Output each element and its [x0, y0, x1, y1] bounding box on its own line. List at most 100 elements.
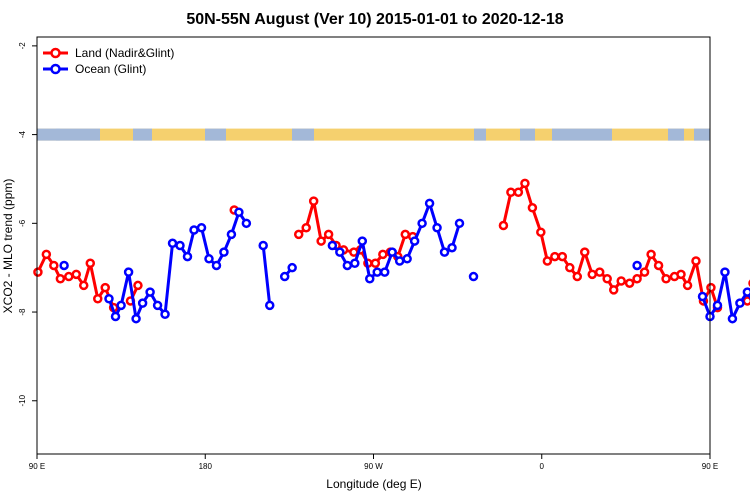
data-point-land	[308, 196, 319, 206]
data-point-ocean	[204, 254, 214, 264]
band-ocean-segment	[56, 128, 100, 141]
data-point-ocean	[287, 262, 297, 273]
data-point-ocean	[167, 238, 178, 249]
data-point-ocean	[357, 236, 368, 246]
data-point-land	[639, 267, 650, 277]
data-point-land	[370, 258, 381, 268]
x-tick-label: 90 E	[702, 462, 718, 471]
data-point-ocean	[735, 298, 745, 308]
data-point-land	[378, 249, 388, 260]
x-tick-label: 180	[199, 462, 213, 471]
data-point-ocean	[175, 240, 185, 251]
data-point-land	[316, 236, 326, 246]
data-point-land	[498, 220, 509, 231]
y-tick-label: -10	[18, 394, 27, 406]
data-point-land	[536, 227, 546, 237]
data-point-ocean	[454, 218, 465, 229]
legend-label-land: Land (Nadir&Glint)	[75, 46, 174, 60]
data-point-ocean	[59, 260, 69, 271]
data-point-ocean	[131, 313, 141, 324]
legend-swatch-land-marker	[50, 47, 61, 59]
data-point-land	[624, 278, 635, 288]
data-point-ocean	[196, 223, 207, 233]
data-point-land	[33, 267, 43, 277]
legend-label-ocean: Ocean (Glint)	[75, 62, 146, 76]
data-point-ocean	[742, 287, 750, 297]
data-point-ocean	[279, 271, 290, 282]
land-ocean-band	[37, 128, 710, 141]
data-point-land	[301, 223, 311, 233]
data-point-land	[78, 280, 89, 291]
data-point-land	[133, 280, 143, 291]
data-point-land	[661, 274, 671, 284]
data-point-ocean	[104, 293, 114, 304]
band-ocean-segment	[552, 128, 612, 141]
data-point-land	[71, 269, 82, 280]
data-point-ocean	[219, 247, 229, 257]
data-point-ocean	[258, 240, 268, 251]
data-point-ocean	[152, 300, 163, 311]
data-point-land	[550, 251, 560, 262]
data-point-ocean	[327, 240, 338, 251]
data-point-ocean	[264, 300, 275, 311]
band-ocean-segment	[520, 128, 535, 141]
data-point-land	[527, 203, 538, 213]
data-point-ocean	[409, 236, 420, 246]
legend-swatch-ocean-marker	[50, 63, 61, 75]
data-point-ocean	[697, 291, 708, 302]
data-point-ocean	[137, 298, 148, 308]
data-point-ocean	[234, 207, 244, 217]
data-point-ocean	[335, 247, 345, 257]
data-point-land	[565, 262, 575, 273]
series-layer	[33, 178, 750, 324]
band-ocean-segment	[694, 128, 710, 141]
data-point-ocean	[160, 309, 170, 320]
data-point-ocean	[424, 198, 435, 209]
band-ocean-segment	[37, 128, 60, 141]
band-ocean-segment	[133, 128, 152, 141]
data-point-land	[55, 274, 66, 284]
data-point-land	[646, 249, 656, 260]
x-tick-label: 90 W	[364, 462, 383, 471]
data-point-land	[594, 267, 605, 277]
data-point-ocean	[145, 287, 155, 297]
data-point-land	[100, 282, 110, 293]
data-point-land	[691, 256, 701, 266]
data-point-land	[653, 260, 664, 271]
band-ocean-segment	[474, 128, 486, 141]
data-point-land	[293, 229, 304, 240]
data-point-ocean	[632, 260, 642, 271]
data-point-ocean	[182, 251, 193, 262]
data-point-land	[542, 256, 553, 266]
y-tick-label: -4	[18, 130, 27, 138]
data-point-ocean	[211, 260, 222, 271]
band-ocean-segment	[205, 128, 226, 141]
data-point-ocean	[379, 267, 390, 277]
x-axis: 90 E 180 90 W 0 90 E	[29, 454, 718, 471]
x-tick-label: 0	[540, 462, 545, 471]
data-point-ocean	[226, 229, 237, 240]
data-point-land	[579, 247, 590, 257]
y-tick-label: -6	[18, 219, 27, 227]
data-point-land	[41, 249, 52, 260]
data-point-ocean	[417, 218, 427, 229]
data-point-land	[323, 229, 334, 240]
data-point-ocean	[720, 267, 730, 277]
data-point-land	[93, 293, 103, 304]
legend: Land (Nadir&Glint) Ocean (Glint)	[43, 46, 174, 76]
series-land	[33, 178, 750, 313]
data-point-ocean	[123, 267, 134, 277]
data-point-ocean	[372, 267, 382, 277]
series-line-ocean	[261, 245, 272, 306]
data-point-ocean	[394, 256, 405, 266]
data-point-land	[49, 260, 59, 271]
data-point-ocean	[468, 271, 479, 282]
series-ocean	[59, 198, 750, 324]
data-point-land	[513, 187, 524, 198]
data-point-land	[64, 271, 74, 282]
y-tick-label: -2	[18, 42, 27, 50]
data-point-land	[706, 282, 716, 293]
data-point-land	[616, 276, 626, 286]
data-point-ocean	[365, 274, 375, 284]
